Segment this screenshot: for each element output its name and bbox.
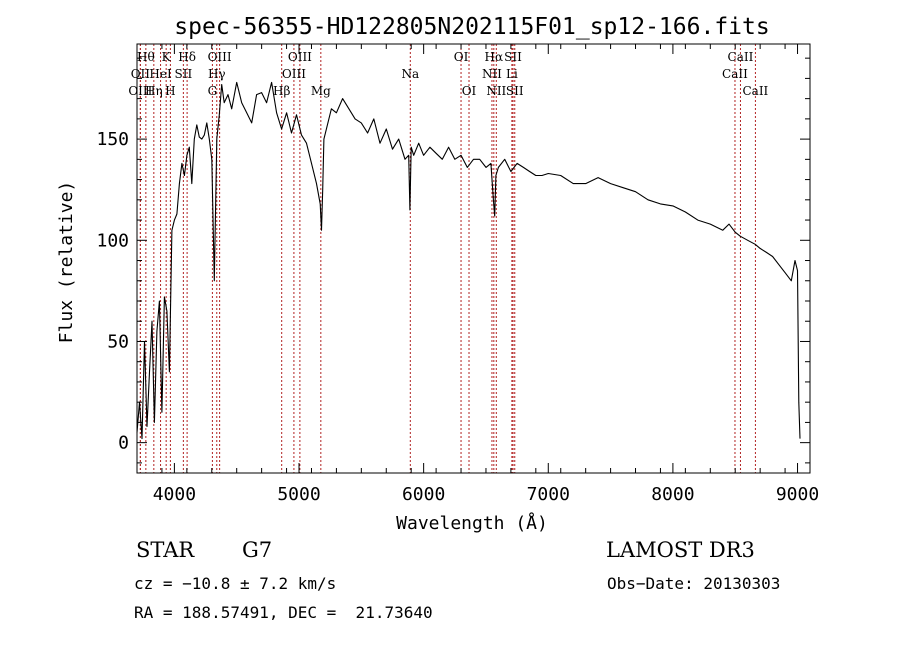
marker-label-10: Hγ (208, 67, 226, 81)
marker-label-2: OIII (128, 84, 152, 98)
survey-name: LAMOST DR3 (606, 538, 755, 562)
x-tick-label-2: 6000 (402, 484, 445, 505)
marker-label-23: Li (506, 67, 518, 81)
object-subclass: G7 (242, 538, 273, 562)
marker-label-24: SII (506, 84, 524, 98)
marker-label-5: Hη (145, 84, 163, 98)
spectrum-series (136, 81, 801, 440)
y-tick-label-1: 50 (107, 331, 129, 352)
marker-label-4: HeI (149, 67, 172, 81)
y-tick-label-0: 0 (118, 433, 129, 454)
marker-label-3: K (162, 50, 172, 64)
x-tick-label-3: 7000 (527, 484, 570, 505)
axes (136, 43, 811, 474)
marker-label-25: CaII (728, 50, 754, 64)
marker-label-12: OIII (288, 50, 312, 64)
marker-label-18: OI (462, 84, 477, 98)
object-class: STAR (136, 538, 195, 562)
marker-label-22: SII (504, 50, 522, 64)
coordinates: RA = 188.57491, DEC = 21.73640 (134, 603, 433, 622)
marker-label-11: G (208, 84, 218, 98)
x-tick-label-1: 5000 (277, 484, 320, 505)
marker-label-8: Hδ (178, 50, 196, 64)
marker-label-15: Mg (311, 84, 331, 98)
marker-label-0: Hθ (137, 50, 155, 64)
marker-label-13: OIII (282, 67, 306, 81)
redshift-velocity: cz = −10.8 ± 7.2 km/s (134, 574, 337, 593)
plot-frame (136, 43, 811, 474)
marker-label-1: OII (131, 67, 151, 81)
marker-label-20: NII (482, 67, 502, 81)
tick-labels: 4000 5000 6000 7000 8000 9000 0 50 100 150 (96, 129, 819, 505)
marker-label-26: CaII (722, 67, 748, 81)
chart-title: spec-56355-HD122805N202115F01_sp12-166.f… (174, 14, 769, 40)
marker-label-16: Na (401, 67, 419, 81)
marker-label-17: OI (454, 50, 469, 64)
marker-label-7: SII (175, 67, 193, 81)
marker-label-14: Hβ (273, 84, 290, 98)
tick-marks (136, 44, 811, 473)
marker-label-27: CaII (742, 84, 768, 98)
x-tick-label-4: 8000 (651, 484, 694, 505)
x-axis-label: Wavelength (Å) (396, 512, 548, 534)
x-tick-label-5: 9000 (776, 484, 819, 505)
marker-label-19: Hα (485, 50, 504, 64)
emission-line-markers (139, 44, 756, 473)
marker-label-9: OIII (208, 50, 232, 64)
flux-line (136, 81, 801, 440)
y-axis-label: Flux (relative) (56, 181, 77, 344)
y-tick-label-3: 150 (96, 129, 129, 150)
observation-date: Obs−Date: 20130303 (607, 574, 781, 593)
marker-label-6: H (165, 84, 175, 98)
marker-label-21: NII (486, 84, 506, 98)
x-tick-label-0: 4000 (153, 484, 196, 505)
y-tick-label-2: 100 (96, 230, 129, 251)
